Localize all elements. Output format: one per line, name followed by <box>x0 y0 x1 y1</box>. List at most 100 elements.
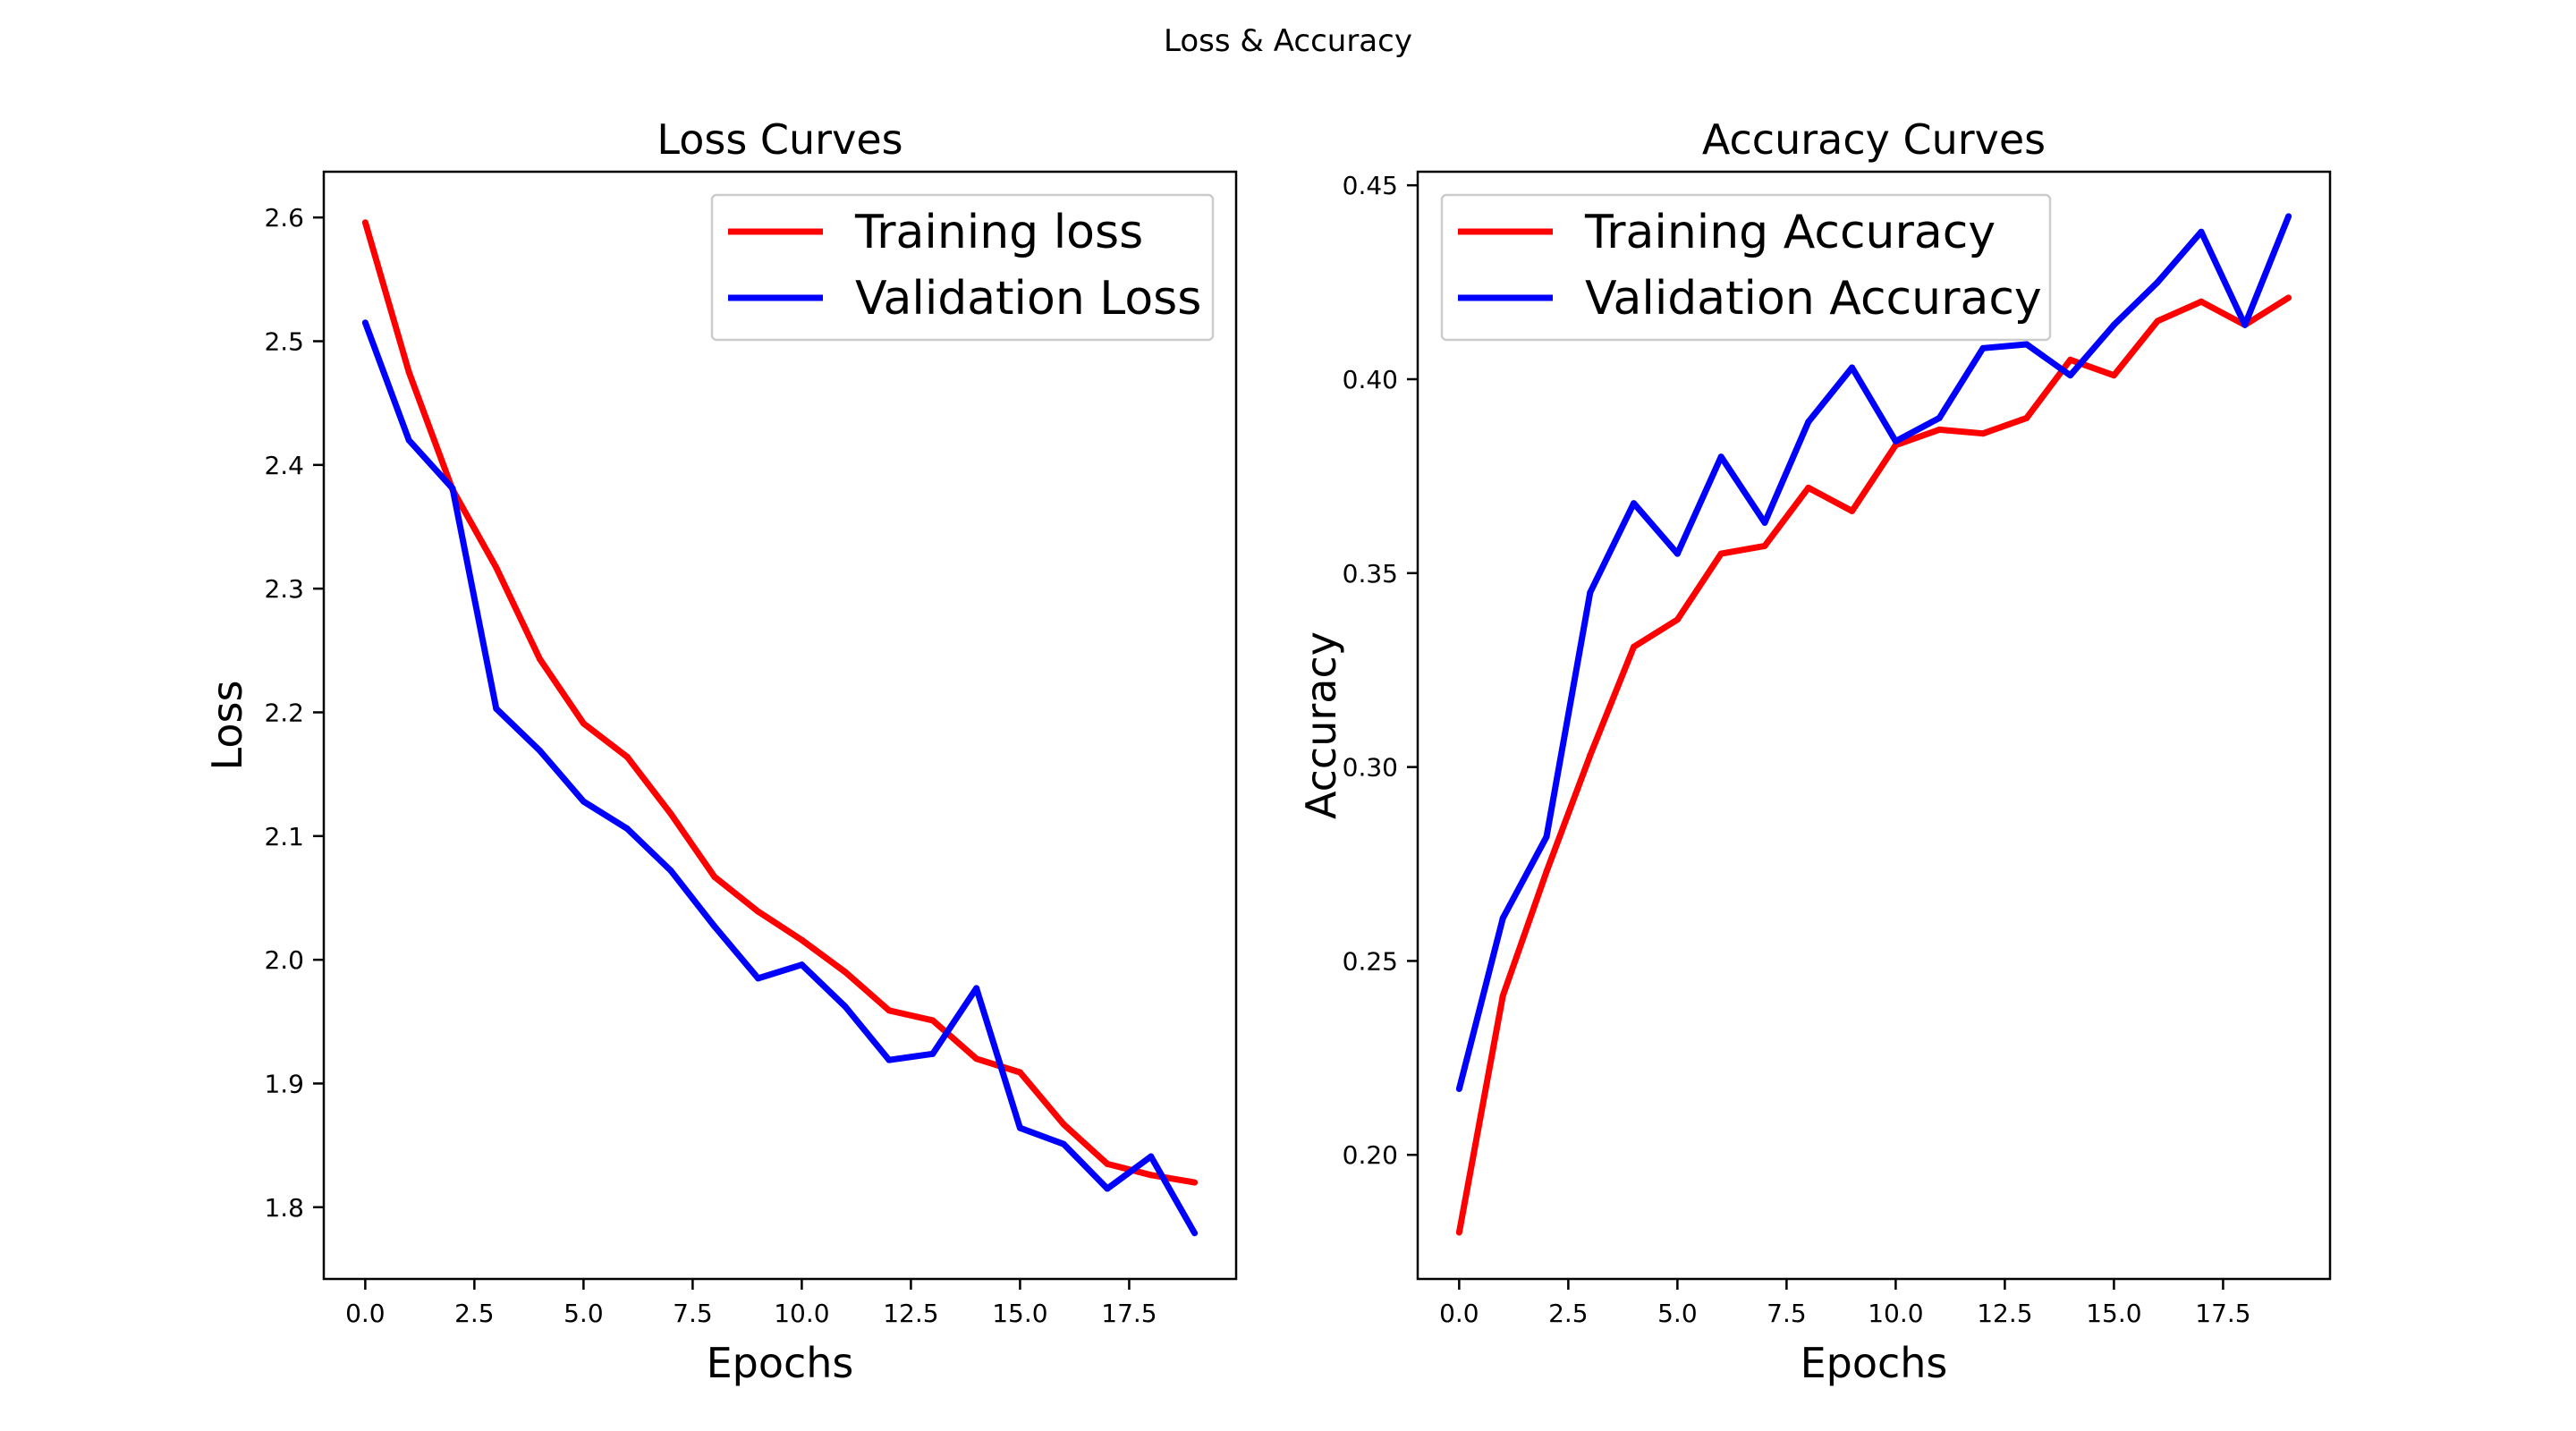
training-accuracy-point <box>2154 318 2161 325</box>
training-loss-point <box>623 753 631 760</box>
accuracy-legend: Training Accuracy Validation Accuracy <box>1440 193 2052 342</box>
accuracy-y-axis-label: Accuracy <box>1297 631 1345 819</box>
training-accuracy-point <box>2285 294 2292 301</box>
loss-x-tick-label: 2.5 <box>454 1299 495 1328</box>
training-loss-point <box>493 564 500 572</box>
training-loss-point <box>929 1017 936 1024</box>
training-accuracy-point <box>1543 868 1550 876</box>
accuracy-x-tick-label: 0.0 <box>1439 1299 1479 1328</box>
validation-loss-point <box>493 705 500 712</box>
validation-loss-point <box>711 923 718 930</box>
accuracy-plot-frame <box>1416 170 2332 1281</box>
training-loss-point <box>1060 1121 1067 1128</box>
loss-x-tick-label: 10.0 <box>774 1299 829 1328</box>
accuracy-x-tick-label: 5.0 <box>1657 1299 1698 1328</box>
loss-x-tick-label: 7.5 <box>673 1299 713 1328</box>
training-accuracy-point <box>1761 542 1768 549</box>
loss-plot-title: Loss Curves <box>657 115 902 164</box>
validation-loss-point <box>886 1056 893 1063</box>
validation-loss-point <box>1104 1185 1111 1192</box>
figure-title: Loss & Accuracy <box>1164 23 1412 59</box>
validation-accuracy-point <box>2067 372 2074 379</box>
validation-loss-point <box>1191 1230 1199 1237</box>
validation-accuracy-point <box>2110 321 2117 328</box>
training-loss-point <box>755 908 762 915</box>
accuracy-y-tick-label: 0.45 <box>1343 171 1398 200</box>
validation-loss-point <box>449 485 456 492</box>
validation-accuracy-point <box>1455 1086 1462 1093</box>
validation-accuracy-point <box>1849 364 1856 371</box>
loss-y-tick-label: 2.2 <box>264 698 304 727</box>
loss-x-axis-label: Epochs <box>707 1339 854 1387</box>
validation-loss-point <box>361 319 369 326</box>
validation-accuracy-point <box>1936 414 1943 421</box>
validation-loss-legend-label: Validation Loss <box>855 272 1201 326</box>
training-accuracy-point <box>1936 426 1943 433</box>
accuracy-y-tick-label: 0.40 <box>1343 365 1398 394</box>
validation-loss-point <box>537 747 544 754</box>
accuracy-y-tick-label: 0.30 <box>1343 753 1398 783</box>
loss-y-tick-label: 2.0 <box>264 945 304 975</box>
training-accuracy-point <box>2023 414 2030 421</box>
training-accuracy-point <box>1849 507 1856 514</box>
training-accuracy-point <box>1674 616 1681 623</box>
validation-loss-point <box>798 961 805 969</box>
accuracy-x-tick-label: 15.0 <box>2086 1299 2141 1328</box>
training-accuracy-point <box>2110 372 2117 379</box>
accuracy-x-tick-label: 7.5 <box>1767 1299 1807 1328</box>
loss-y-tick-label: 2.4 <box>264 451 304 480</box>
training-accuracy-point <box>1717 550 1724 557</box>
training-accuracy-point <box>1455 1229 1462 1236</box>
accuracy-legend-box <box>1440 193 2052 342</box>
loss-y-axis-label: Loss <box>203 681 251 771</box>
training-loss-point <box>798 936 805 944</box>
validation-loss-point <box>842 1003 849 1011</box>
loss-x-tick-label: 5.0 <box>564 1299 604 1328</box>
training-accuracy-point <box>1979 430 1987 437</box>
training-accuracy-point <box>1587 752 1594 759</box>
validation-accuracy-point <box>2241 321 2249 328</box>
loss-x-tick-label: 17.5 <box>1101 1299 1157 1328</box>
validation-loss-point <box>755 975 762 982</box>
validation-loss-point <box>929 1050 936 1057</box>
validation-accuracy-point <box>1587 588 1594 596</box>
loss-x-tick-label: 15.0 <box>992 1299 1047 1328</box>
accuracy-plot-title: Accuracy Curves <box>1702 115 2046 164</box>
loss-y-tick-label: 1.8 <box>264 1193 304 1223</box>
validation-loss-point <box>623 826 631 833</box>
accuracy-x-axis-label: Epochs <box>1801 1339 1948 1387</box>
loss-plot-frame <box>322 170 1238 1281</box>
training-loss-point <box>361 219 369 226</box>
loss-legend-box <box>710 193 1215 342</box>
validation-accuracy-point <box>1717 453 1724 461</box>
loss-curves-plot: Loss Curves 0.0 2.5 5.0 7.5 10.0 12.5 15.0 17.5 1… <box>203 115 1238 1387</box>
training-loss-point <box>1104 1160 1111 1167</box>
validation-loss-point <box>973 985 980 992</box>
validation-loss-point <box>580 798 587 805</box>
validation-accuracy-point <box>1979 344 1987 351</box>
validation-loss-point <box>405 436 412 444</box>
training-loss-legend-label: Training loss <box>854 206 1143 259</box>
validation-accuracy-point <box>1499 915 1506 922</box>
training-loss-point <box>1016 1069 1023 1076</box>
validation-accuracy-point <box>1543 834 1550 841</box>
training-loss-point <box>537 656 544 663</box>
training-loss-point <box>842 969 849 976</box>
loss-legend: Training loss Validation Loss <box>710 193 1215 342</box>
validation-accuracy-point <box>2154 279 2161 286</box>
accuracy-x-tick-label: 2.5 <box>1548 1299 1589 1328</box>
accuracy-x-tick-label: 10.0 <box>1868 1299 1923 1328</box>
training-accuracy-point <box>1631 643 1638 650</box>
loss-y-tick-label: 2.6 <box>264 203 304 233</box>
loss-x-tick-label: 12.5 <box>883 1299 938 1328</box>
validation-loss-point <box>667 868 674 875</box>
loss-y-tick-label: 2.5 <box>264 327 304 357</box>
loss-x-tick-label: 0.0 <box>345 1299 386 1328</box>
validation-accuracy-legend-label: Validation Accuracy <box>1585 272 2042 326</box>
accuracy-y-tick-label: 0.25 <box>1343 946 1398 976</box>
validation-accuracy-point <box>2198 228 2205 235</box>
training-accuracy-legend-label: Training Accuracy <box>1584 206 1996 259</box>
training-loss-point <box>1148 1172 1155 1179</box>
training-loss-point <box>405 368 412 376</box>
